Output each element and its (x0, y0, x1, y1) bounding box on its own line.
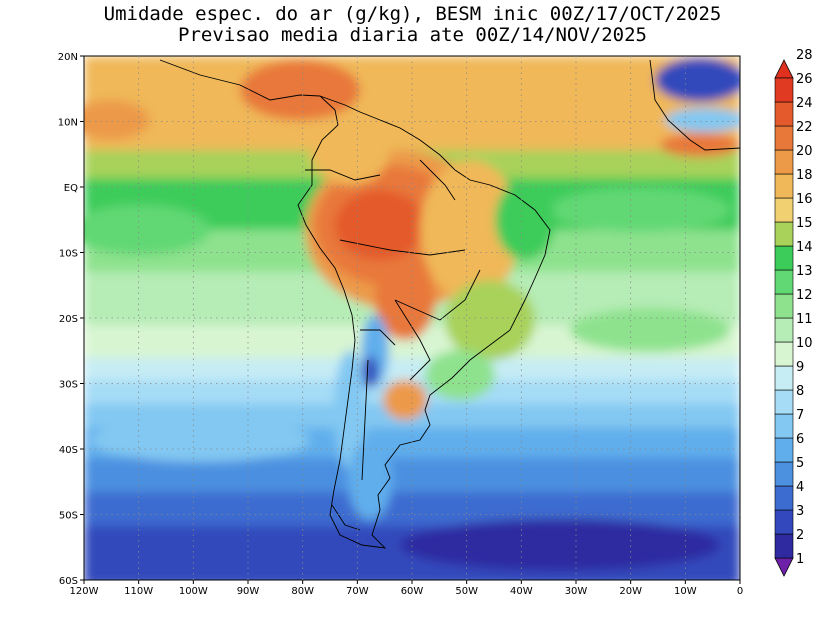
humidity-field (84, 56, 740, 580)
colorbar-label: 10 (796, 336, 813, 351)
lon-tick-label: 0 (737, 586, 743, 597)
colorbar-label: 12 (796, 288, 813, 303)
colorbar-label: 20 (796, 144, 813, 159)
lat-tick-label: 60S (59, 576, 78, 587)
colorbar-label: 3 (796, 504, 804, 519)
colorbar-segment (774, 245, 794, 271)
lon-tick-label: 120W (70, 586, 99, 597)
lat-tick-label: 40S (59, 445, 78, 456)
colorbar-segment (774, 317, 794, 343)
colorbar-label: 4 (796, 480, 804, 495)
colorbar-label: 9 (796, 360, 804, 375)
colorbar-segment (774, 77, 794, 103)
colorbar-label: 24 (796, 96, 813, 111)
colorbar-label: 15 (796, 216, 813, 231)
latitude-axis: 20N 10N EQ 10S 20S 30S 40S 50S 60S (58, 52, 84, 587)
lon-tick-label: 70W (346, 586, 369, 597)
colorbar-label: 16 (796, 192, 813, 207)
colorbar-segment (774, 533, 794, 559)
colorbar-extend-min (774, 557, 794, 577)
lon-tick-label: 50W (455, 586, 478, 597)
colorbar-label: 13 (796, 264, 813, 279)
lon-tick-label: 80W (291, 586, 314, 597)
colorbar-label: 1 (796, 552, 804, 567)
colorbar-segment (774, 197, 794, 223)
colorbar-label: 26 (796, 72, 813, 87)
colorbar-label: 7 (796, 408, 804, 423)
colorbar-segment (774, 293, 794, 319)
colorbar-segment (774, 389, 794, 415)
colorbar-label: 5 (796, 456, 804, 471)
lon-tick-label: 60W (401, 586, 424, 597)
colorbar-label: 14 (796, 240, 813, 255)
lon-tick-label: 30W (565, 586, 588, 597)
lon-tick-label: 110W (124, 586, 153, 597)
colorbar-segment (774, 173, 794, 199)
lat-tick-label: EQ (64, 183, 78, 194)
colorbar-segment (774, 485, 794, 511)
map-subtitle: Previsao media diaria ate 00Z/14/NOV/202… (178, 24, 647, 46)
colorbar-label: 6 (796, 432, 804, 447)
map-title: Umidade espec. do ar (g/kg), BESM inic 0… (103, 3, 722, 25)
lon-tick-label: 20W (619, 586, 642, 597)
colorbar-segment (774, 149, 794, 175)
colorbar-segment (774, 461, 794, 487)
colorbar-segment (774, 437, 794, 463)
lat-tick-label: 10N (58, 118, 78, 129)
longitude-axis: 120W 110W 100W 90W 80W 70W 60W 50W 40W 30W 20W 10W 0 (70, 580, 743, 597)
colorbar-segment (774, 509, 794, 535)
colorbar-label: 28 (796, 48, 813, 63)
lon-tick-label: 40W (510, 586, 533, 597)
lat-tick-label: 10S (59, 249, 78, 260)
lon-tick-label: 90W (237, 586, 260, 597)
colorbar-label: 2 (796, 528, 804, 543)
colorbar-segment (774, 365, 794, 391)
colorbar-label: 22 (796, 120, 813, 135)
colorbar-label: 18 (796, 168, 813, 183)
lat-tick-label: 20S (59, 314, 78, 325)
colorbar-segment (774, 269, 794, 295)
colorbar-label: 11 (796, 312, 813, 327)
colorbar-segment (774, 101, 794, 127)
lon-tick-label: 10W (674, 586, 697, 597)
lat-tick-label: 30S (59, 380, 78, 391)
lon-tick-label: 100W (179, 586, 208, 597)
colorbar-extend-max (774, 59, 794, 79)
lat-tick-label: 50S (59, 511, 78, 522)
colorbar-label: 8 (796, 384, 804, 399)
lat-tick-label: 20N (58, 52, 78, 63)
colorbar-segment (774, 341, 794, 367)
colorbar-segment (774, 413, 794, 439)
colorbar-segment (774, 125, 794, 151)
colorbar-segment (774, 221, 794, 247)
